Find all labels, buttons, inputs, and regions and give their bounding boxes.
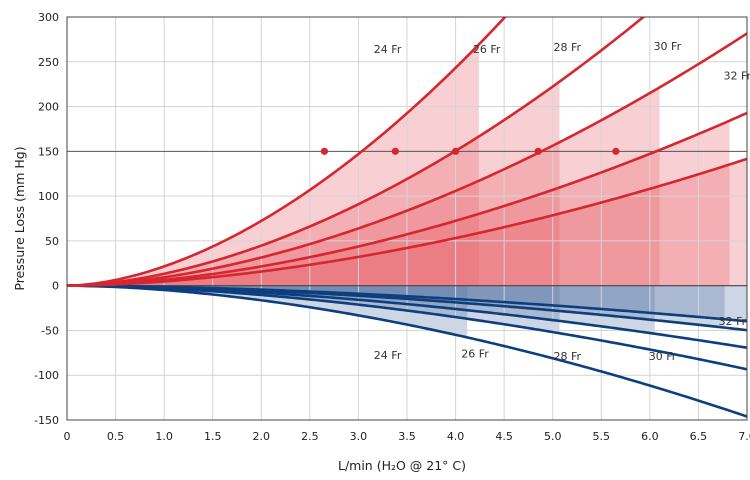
x-tick-label: 4.5 [495, 430, 513, 443]
x-tick-label: 6.0 [641, 430, 659, 443]
negative-fill-32fr [67, 285, 747, 322]
y-tick-label: 100 [38, 190, 59, 203]
fill-layer [67, 44, 747, 338]
marker-30fr [534, 147, 542, 155]
y-tick-label: 200 [38, 101, 59, 114]
x-tick-label: 5.0 [544, 430, 562, 443]
negative-label-24fr: 24 Fr [374, 349, 402, 362]
positive-curve-28fr [67, 31, 747, 287]
positive-label-32fr: 32 Fr [724, 70, 750, 83]
y-tick-label: -50 [41, 324, 59, 337]
x-tick-label: 6.5 [690, 430, 708, 443]
grid-layer [67, 17, 747, 420]
x-tick-label: 4.0 [447, 430, 465, 443]
positive-curve-26fr [67, 17, 646, 287]
plot-frame [66, 16, 748, 421]
negative-fill-28fr [67, 285, 655, 334]
x-tick-label: 2.5 [301, 430, 319, 443]
negative-label-32fr: 32 Fr [719, 315, 747, 328]
negative-label-28fr: 28 Fr [554, 350, 582, 363]
x-tick-label: 0 [64, 430, 71, 443]
marker-32fr [612, 147, 620, 155]
x-tick-label: 1.5 [204, 430, 222, 443]
curve-layer [67, 17, 747, 418]
x-tick-label: 0.5 [107, 430, 125, 443]
positive-curve-32fr [67, 157, 747, 287]
label-layer: 24 Fr 26 Fr 28 Fr 30 Fr 32 Fr 24 Fr 26 Fr 28 Fr… [374, 40, 750, 363]
negative-fill-30fr [67, 285, 725, 328]
marker-26fr [391, 147, 399, 155]
negative-label-26fr: 26 Fr [461, 347, 489, 360]
negative-curve-32fr [67, 284, 747, 323]
y-tick-label: 0 [52, 280, 59, 293]
marker-layer [320, 147, 620, 155]
positive-curve-30fr [67, 111, 747, 287]
y-tick-label: 150 [38, 145, 59, 158]
x-tick-label: 3.0 [350, 430, 368, 443]
positive-fill-26fr [67, 81, 560, 286]
positive-curve-24fr [67, 17, 507, 287]
positive-label-28fr: 28 Fr [554, 41, 582, 54]
positive-fill-32fr [67, 158, 747, 286]
negative-curve-24fr [67, 284, 747, 418]
y-tick-label: 50 [45, 235, 59, 248]
positive-fill-28fr [67, 87, 660, 286]
positive-fill-30fr [67, 120, 730, 286]
y-tick-label: -150 [34, 414, 59, 427]
y-tick-label: -100 [34, 369, 59, 382]
y-tick-label: 300 [38, 11, 59, 24]
negative-label-30fr: 30 Fr [649, 350, 677, 363]
x-tick-label: 7.0 [738, 430, 750, 443]
axes-layer: 0 0.5 1.0 1.5 2.0 2.5 3.0 3.5 4.0 4.5 5.0 5.5 6.0 6.5… [34, 11, 750, 443]
marker-28fr [451, 147, 460, 155]
y-tick-label: 250 [38, 56, 59, 69]
positive-label-24fr: 24 Fr [374, 43, 402, 56]
x-tick-label: 2.0 [253, 430, 271, 443]
marker-24fr [320, 147, 329, 155]
positive-fill-24fr [67, 44, 479, 286]
positive-label-30fr: 30 Fr [654, 40, 682, 53]
positive-label-26fr: 26 Fr [473, 43, 501, 56]
x-tick-label: 3.5 [398, 430, 416, 443]
x-tick-label: 5.5 [593, 430, 611, 443]
negative-fill-24fr [67, 285, 468, 338]
y-axis-title: Pressure Loss (mm Hg) [12, 146, 27, 290]
x-axis-title: L/min (H₂O @ 21° C) [338, 458, 466, 473]
x-tick-label: 1.0 [155, 430, 173, 443]
